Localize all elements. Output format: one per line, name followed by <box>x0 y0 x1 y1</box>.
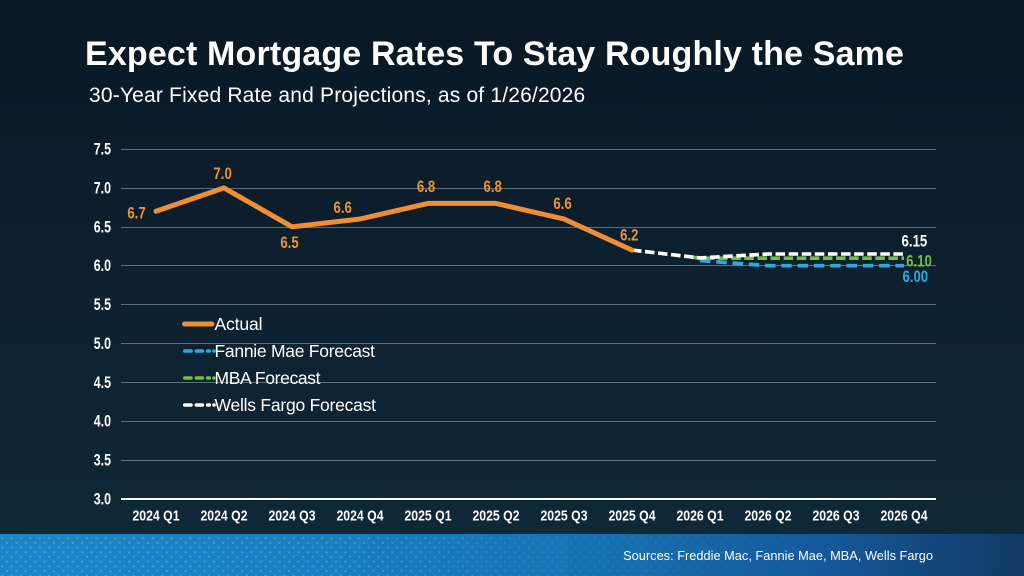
svg-text:6.5: 6.5 <box>280 234 298 253</box>
svg-text:3.0: 3.0 <box>94 491 111 509</box>
svg-text:6.15: 6.15 <box>902 232 928 251</box>
svg-text:2026 Q3: 2026 Q3 <box>812 507 860 523</box>
svg-text:2025 Q1: 2025 Q1 <box>404 507 452 523</box>
svg-text:6.8: 6.8 <box>484 178 502 197</box>
svg-text:6.6: 6.6 <box>334 198 352 217</box>
svg-text:6.10: 6.10 <box>906 252 932 271</box>
svg-text:7.0: 7.0 <box>213 165 231 184</box>
svg-text:2024 Q4: 2024 Q4 <box>336 507 384 523</box>
svg-text:6.00: 6.00 <box>902 268 928 287</box>
svg-text:2026 Q4: 2026 Q4 <box>880 507 928 523</box>
svg-text:6.7: 6.7 <box>127 204 145 223</box>
svg-text:3.5: 3.5 <box>94 452 111 470</box>
svg-text:6.6: 6.6 <box>553 195 571 214</box>
svg-text:7.5: 7.5 <box>94 141 111 159</box>
svg-text:MBA Forecast: MBA Forecast <box>215 368 321 388</box>
svg-text:2024 Q1: 2024 Q1 <box>132 507 180 523</box>
svg-text:2026 Q1: 2026 Q1 <box>676 507 724 523</box>
svg-text:5.0: 5.0 <box>94 335 111 353</box>
svg-text:2025 Q4: 2025 Q4 <box>608 507 656 523</box>
svg-text:6.0: 6.0 <box>94 257 111 275</box>
svg-text:6.2: 6.2 <box>620 226 638 245</box>
svg-text:Actual: Actual <box>215 314 263 334</box>
svg-text:7.0: 7.0 <box>94 180 111 198</box>
svg-text:Wells Fargo Forecast: Wells Fargo Forecast <box>215 395 377 415</box>
svg-text:4.5: 4.5 <box>94 374 111 392</box>
svg-text:Fannie Mae Forecast: Fannie Mae Forecast <box>215 341 376 361</box>
svg-text:2025 Q2: 2025 Q2 <box>472 507 520 523</box>
svg-text:2024 Q3: 2024 Q3 <box>268 507 316 523</box>
svg-text:4.0: 4.0 <box>94 413 111 431</box>
svg-text:2025 Q3: 2025 Q3 <box>540 507 588 523</box>
svg-text:6.8: 6.8 <box>417 178 435 197</box>
svg-text:2024 Q2: 2024 Q2 <box>200 507 248 523</box>
svg-text:2026 Q2: 2026 Q2 <box>744 507 792 523</box>
svg-text:5.5: 5.5 <box>94 296 111 314</box>
svg-text:6.5: 6.5 <box>94 219 111 237</box>
